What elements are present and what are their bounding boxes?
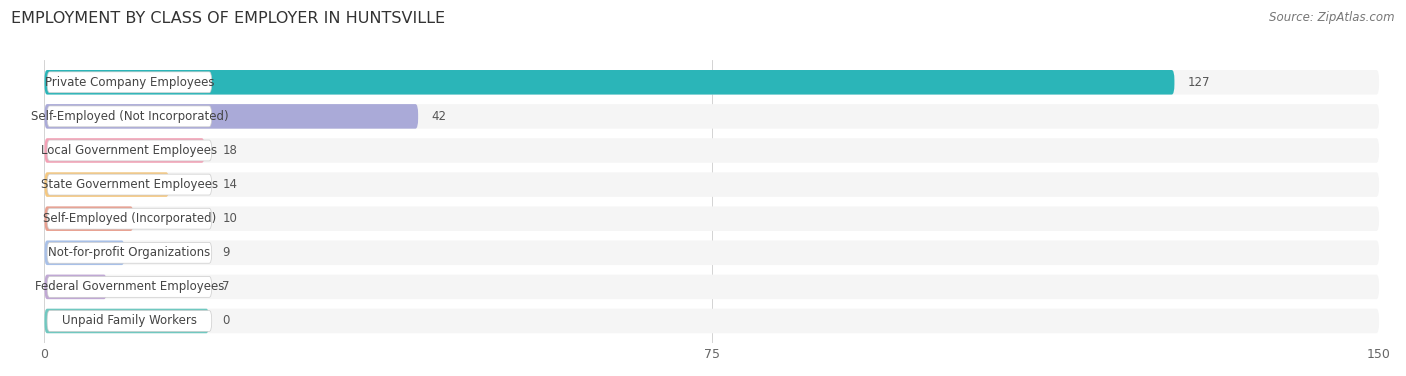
Text: 42: 42 bbox=[432, 110, 447, 123]
FancyBboxPatch shape bbox=[48, 106, 212, 127]
Text: 0: 0 bbox=[222, 314, 229, 327]
FancyBboxPatch shape bbox=[48, 276, 212, 297]
Text: 127: 127 bbox=[1188, 76, 1211, 89]
Text: Not-for-profit Organizations: Not-for-profit Organizations bbox=[48, 246, 211, 259]
Text: 9: 9 bbox=[222, 246, 231, 259]
Text: 14: 14 bbox=[222, 178, 238, 191]
FancyBboxPatch shape bbox=[45, 138, 1379, 163]
Text: Federal Government Employees: Federal Government Employees bbox=[35, 280, 224, 293]
FancyBboxPatch shape bbox=[48, 311, 212, 331]
FancyBboxPatch shape bbox=[48, 72, 212, 93]
FancyBboxPatch shape bbox=[45, 309, 1379, 333]
FancyBboxPatch shape bbox=[45, 274, 1379, 299]
Text: 10: 10 bbox=[222, 212, 238, 225]
Text: Self-Employed (Not Incorporated): Self-Employed (Not Incorporated) bbox=[31, 110, 228, 123]
FancyBboxPatch shape bbox=[45, 172, 1379, 197]
FancyBboxPatch shape bbox=[48, 208, 212, 229]
Text: Source: ZipAtlas.com: Source: ZipAtlas.com bbox=[1270, 11, 1395, 24]
FancyBboxPatch shape bbox=[48, 140, 212, 161]
FancyBboxPatch shape bbox=[45, 206, 1379, 231]
Text: State Government Employees: State Government Employees bbox=[41, 178, 218, 191]
FancyBboxPatch shape bbox=[48, 243, 212, 263]
FancyBboxPatch shape bbox=[45, 104, 1379, 129]
FancyBboxPatch shape bbox=[45, 206, 134, 231]
Text: Self-Employed (Incorporated): Self-Employed (Incorporated) bbox=[42, 212, 217, 225]
FancyBboxPatch shape bbox=[45, 70, 1174, 94]
Text: Local Government Employees: Local Government Employees bbox=[41, 144, 218, 157]
FancyBboxPatch shape bbox=[45, 241, 125, 265]
Text: Unpaid Family Workers: Unpaid Family Workers bbox=[62, 314, 197, 327]
FancyBboxPatch shape bbox=[45, 309, 209, 333]
FancyBboxPatch shape bbox=[45, 241, 1379, 265]
FancyBboxPatch shape bbox=[45, 172, 169, 197]
FancyBboxPatch shape bbox=[48, 174, 212, 195]
FancyBboxPatch shape bbox=[45, 104, 418, 129]
Text: Private Company Employees: Private Company Employees bbox=[45, 76, 214, 89]
FancyBboxPatch shape bbox=[45, 138, 205, 163]
FancyBboxPatch shape bbox=[45, 274, 107, 299]
FancyBboxPatch shape bbox=[45, 70, 1379, 94]
Text: 18: 18 bbox=[222, 144, 238, 157]
Text: EMPLOYMENT BY CLASS OF EMPLOYER IN HUNTSVILLE: EMPLOYMENT BY CLASS OF EMPLOYER IN HUNTS… bbox=[11, 11, 446, 26]
Text: 7: 7 bbox=[222, 280, 231, 293]
